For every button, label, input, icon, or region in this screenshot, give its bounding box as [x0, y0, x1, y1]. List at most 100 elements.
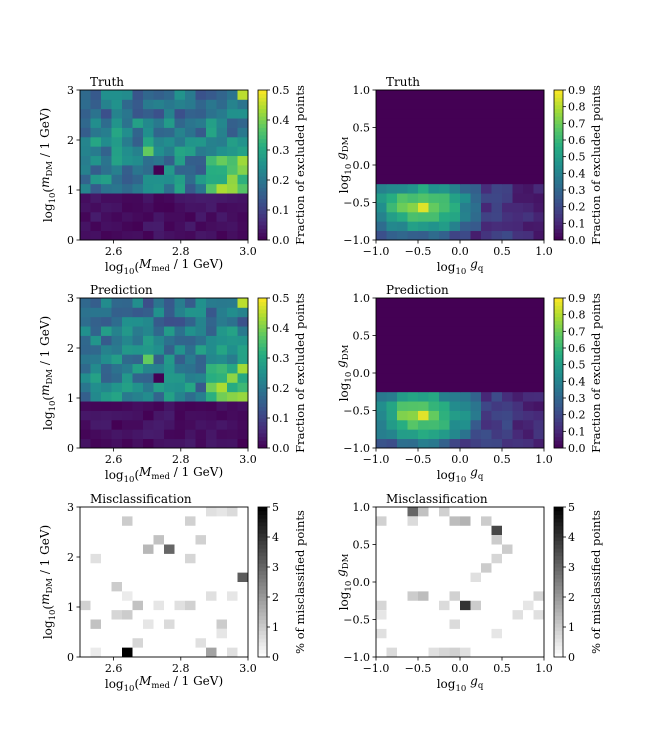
- y-tick-label: 3: [67, 84, 74, 97]
- heatmap-cell: [481, 127, 492, 138]
- y-tick-label: −0.5: [343, 405, 370, 418]
- heatmap-cell: [164, 193, 175, 203]
- heatmap-cell: [122, 316, 133, 327]
- heatmap-cell: [386, 382, 398, 393]
- heatmap-cell: [470, 600, 481, 611]
- colorbar-segment: [554, 525, 563, 530]
- heatmap-cell: [185, 391, 196, 402]
- colorbar-segment: [258, 395, 267, 400]
- heatmap-cell: [439, 193, 450, 203]
- colorbar-segment: [554, 93, 563, 98]
- heatmap-cell: [512, 335, 524, 346]
- heatmap-cell: [470, 127, 482, 138]
- heatmap-cell: [376, 429, 387, 440]
- heatmap-cell: [227, 507, 238, 517]
- heatmap-cell: [227, 438, 238, 449]
- heatmap-cell: [174, 221, 186, 232]
- heatmap-cell: [80, 108, 91, 119]
- heatmap-cell: [397, 429, 408, 440]
- heatmap-cell: [470, 221, 482, 232]
- heatmap-cell: [90, 307, 102, 318]
- heatmap-cell: [164, 401, 175, 411]
- heatmap-cell: [523, 165, 534, 175]
- colorbar-segment: [258, 376, 267, 381]
- colorbar-tick-label: 0.5: [272, 292, 290, 305]
- colorbar-segment: [258, 97, 267, 102]
- heatmap-cell: [185, 419, 196, 430]
- heatmap-cell: [439, 316, 450, 327]
- colorbar-segment: [554, 328, 563, 333]
- heatmap-cell: [111, 307, 123, 318]
- heatmap-cell: [185, 382, 196, 393]
- heatmap-cell: [132, 155, 144, 166]
- colorbar-segment: [554, 600, 563, 605]
- heatmap-cell: [143, 146, 154, 157]
- heatmap-cell: [460, 118, 471, 128]
- heatmap-cell: [449, 211, 461, 222]
- colorbar-segment: [554, 544, 563, 549]
- heatmap-cell: [216, 118, 228, 128]
- heatmap-cell: [439, 136, 450, 147]
- heatmap-cell: [90, 202, 102, 213]
- heatmap-cell: [533, 90, 545, 100]
- heatmap-cell: [502, 326, 513, 336]
- heatmap-cell: [122, 326, 133, 336]
- colorbar-segment: [554, 589, 563, 594]
- heatmap-cell: [439, 202, 450, 213]
- heatmap-cell: [502, 354, 513, 365]
- heatmap-cell: [470, 326, 482, 336]
- heatmap-cell: [491, 535, 502, 545]
- heatmap-cell: [376, 307, 387, 318]
- heatmap-cell: [164, 202, 175, 213]
- heatmap-cell: [164, 211, 175, 222]
- colorbar-tick-label: 0.1: [568, 425, 586, 438]
- heatmap-cell: [216, 230, 228, 241]
- heatmap-cell: [206, 507, 217, 517]
- heatmap-cell: [174, 298, 186, 308]
- colorbar-segment: [258, 93, 267, 98]
- heatmap-cell: [481, 174, 492, 185]
- heatmap-cell: [481, 373, 492, 383]
- heatmap-cell: [502, 344, 513, 355]
- colorbar-segment: [554, 350, 563, 355]
- heatmap-cell: [143, 307, 154, 318]
- heatmap-cell: [533, 429, 545, 440]
- heatmap-cell: [397, 108, 408, 119]
- heatmap-cell: [502, 401, 513, 411]
- heatmap-cell: [502, 438, 513, 449]
- heatmap-cell: [80, 600, 91, 611]
- heatmap-cell: [174, 183, 186, 194]
- heatmap-cell: [143, 401, 154, 411]
- heatmap-cell: [397, 90, 408, 100]
- heatmap-cell: [216, 202, 228, 213]
- heatmap-cell: [449, 335, 461, 346]
- heatmap-cell: [122, 410, 133, 421]
- heatmap-cell: [470, 211, 482, 222]
- y-tick-label: 0: [67, 442, 74, 455]
- colorbar-segment: [258, 403, 267, 408]
- heatmap-cell: [132, 326, 144, 336]
- heatmap-cell: [470, 419, 482, 430]
- heatmap-cell: [132, 316, 144, 327]
- heatmap-cell: [164, 221, 175, 232]
- heatmap-cell: [407, 174, 419, 185]
- heatmap-cell: [153, 136, 165, 147]
- colorbar-segment: [258, 582, 267, 587]
- heatmap-cell: [153, 373, 165, 383]
- colorbar-segment: [258, 533, 267, 538]
- heatmap-cell: [195, 174, 207, 185]
- heatmap-cell: [523, 438, 534, 449]
- heatmap-cell: [376, 183, 387, 194]
- heatmap-cell: [439, 363, 450, 374]
- heatmap-cell: [185, 401, 196, 411]
- panel-title: Misclassification: [90, 492, 192, 506]
- colorbar-segment: [554, 112, 563, 117]
- heatmap-cell: [439, 438, 450, 449]
- heatmap-cell: [481, 211, 492, 222]
- heatmap-cell: [195, 307, 207, 318]
- heatmap-cell: [153, 108, 165, 119]
- heatmap-cell: [227, 165, 238, 175]
- heatmap-cell: [143, 363, 154, 374]
- heatmap-cell: [428, 202, 440, 213]
- colorbar-segment: [554, 343, 563, 348]
